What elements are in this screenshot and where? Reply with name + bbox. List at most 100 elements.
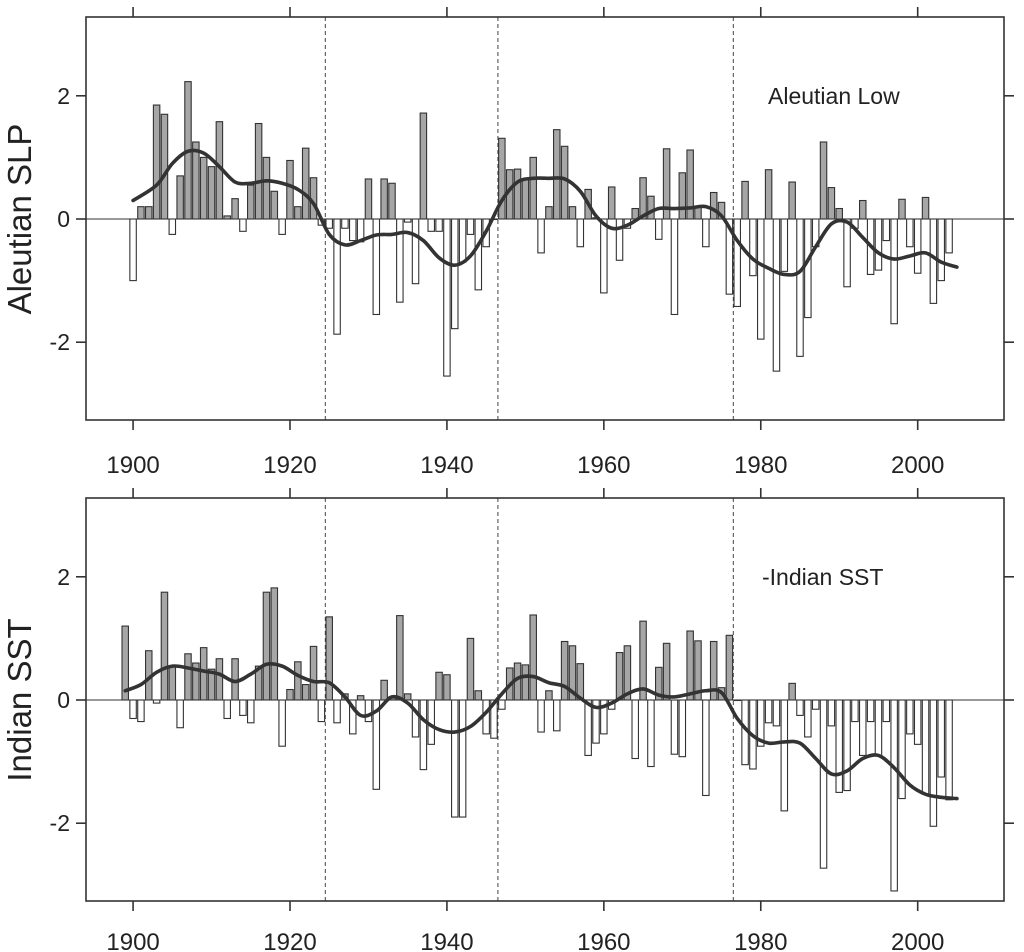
y-tick-label: 0 [57,206,70,232]
indian-sst-panel: 1900 1920 1940 1960 1980 2000 2 0 -2 Indian SST… [1,488,1014,952]
x-tick-label: 1980 [734,929,787,952]
bar [348,218,357,242]
bar [239,218,247,232]
bar [882,218,891,242]
bar [906,699,914,735]
bar [529,156,537,220]
bar [278,218,286,235]
bar [286,688,294,701]
bar [545,206,553,220]
bar [552,699,561,732]
bar [474,690,483,701]
bar [874,218,883,271]
y-tick-label: -2 [50,329,70,355]
bar [231,198,239,220]
bar [584,699,592,756]
bar [396,218,404,303]
x-tick-label: 1920 [263,929,316,952]
bar [898,699,906,800]
bar [207,166,216,220]
bar [772,699,781,727]
bar [929,699,938,827]
bar [176,175,184,220]
bar [882,699,891,723]
bar [733,699,741,702]
bar [890,218,898,325]
bar [686,630,694,701]
bar [913,699,922,745]
bar [121,625,129,701]
bar [607,186,616,220]
bar [851,699,859,723]
bar [294,661,302,701]
bar [176,699,184,729]
bar [615,218,624,261]
bar [466,218,475,235]
bar [403,218,412,223]
bar [450,699,459,818]
bar [937,699,945,778]
bar [639,177,647,220]
bar [403,693,412,701]
bar [702,699,710,797]
y-tick-labels: 2 0 -2 [50,564,70,836]
bar [764,699,773,724]
bar [796,699,804,716]
bar [756,218,765,340]
bar [498,699,506,710]
bar [301,147,310,220]
bar [858,699,867,756]
bar [199,647,208,701]
bar [709,191,718,220]
bar [913,218,922,274]
bar [647,195,655,220]
bar [168,218,177,235]
bar [411,218,420,285]
bar [733,218,741,308]
bar [498,137,506,220]
bar [325,616,333,701]
smoothed-curve [131,148,959,277]
bar [443,218,451,377]
bar [254,122,263,220]
bar [325,218,333,229]
bar [270,587,279,701]
bar [600,699,608,735]
bar [843,218,851,288]
bar [254,665,263,701]
bar [780,218,789,272]
bar [247,699,255,724]
bar [552,129,561,220]
x-tick-label: 1960 [577,452,630,479]
bar [945,218,953,254]
y-axis-label: Indian SST [1,618,38,781]
bar [372,218,381,316]
bar [772,218,781,372]
x-tick-labels: 1900 1920 1940 1960 1980 2000 [106,929,944,952]
bar [921,699,930,795]
bar [192,141,200,220]
bar [600,218,608,294]
bar [294,206,302,220]
bar [788,181,796,220]
bar [827,699,836,727]
y-tick-label: 0 [57,687,70,713]
bar [168,665,177,701]
bar [215,658,224,701]
bar [945,699,953,801]
bar [419,112,428,220]
bar [560,640,569,701]
bar [560,145,569,220]
bar [145,206,153,220]
x-tick-label: 1900 [106,929,159,952]
bar [199,156,208,220]
bar [576,218,585,248]
y-tick-labels: 2 0 -2 [50,83,70,355]
bar [662,642,671,701]
bar [309,645,318,701]
x-tick-label: 1940 [420,452,473,479]
bar [568,206,577,220]
bar [262,591,271,701]
bar [749,218,757,277]
